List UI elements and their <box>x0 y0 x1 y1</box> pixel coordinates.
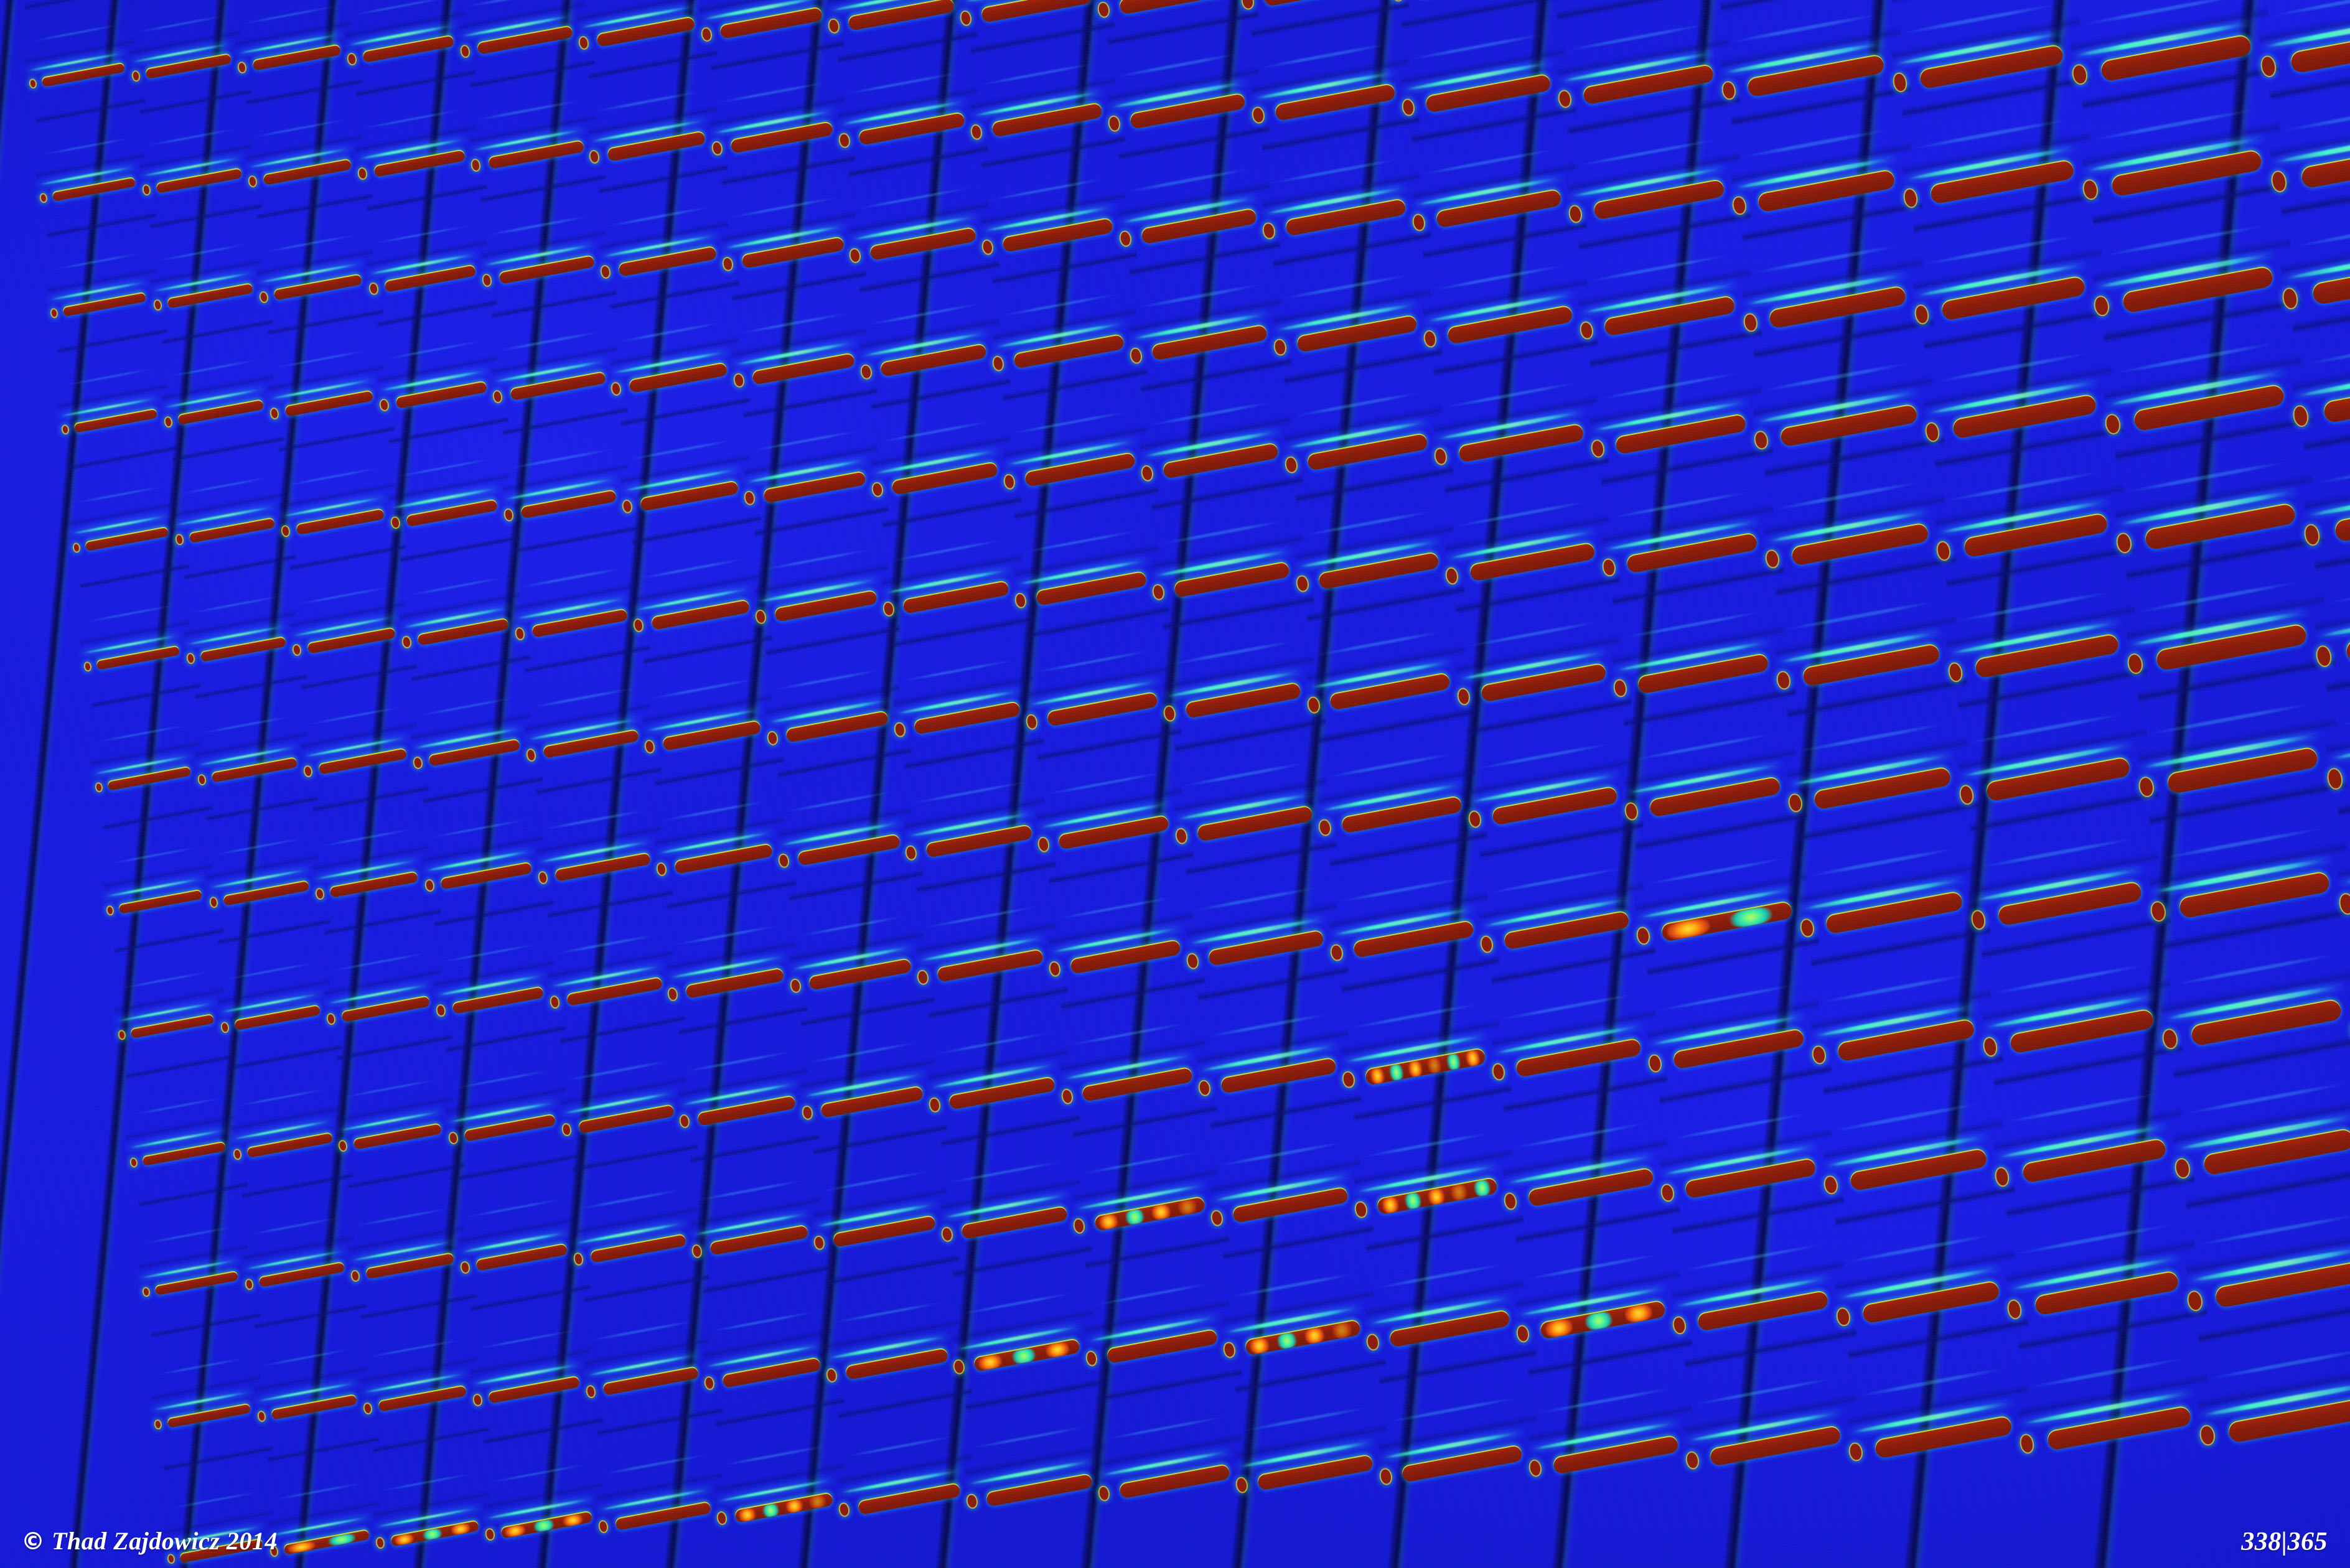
copyright-text: Thad Zajdowicz 2014 <box>52 1527 278 1555</box>
copyright-symbol: © <box>21 1528 45 1555</box>
copyright-caption: © Thad Zajdowicz 2014 <box>21 1526 278 1556</box>
day-count-caption: 338|365 <box>2241 1527 2328 1557</box>
